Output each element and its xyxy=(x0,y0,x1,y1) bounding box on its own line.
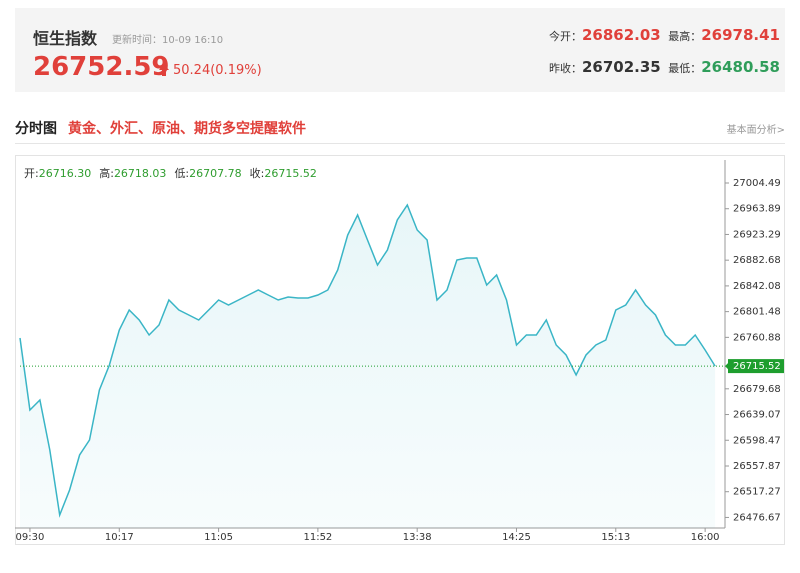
info-label: 开: xyxy=(24,167,39,180)
x-tick-label: 13:38 xyxy=(403,532,432,543)
y-tick-label: 26598.47 xyxy=(733,435,781,446)
analysis-link[interactable]: 基本面分析> xyxy=(726,125,785,136)
info-label: 收: xyxy=(249,167,265,180)
y-tick-label: 26557.87 xyxy=(733,461,781,472)
price: 26752.59 xyxy=(33,52,170,82)
info-value: 26715.52 xyxy=(264,167,317,180)
current-price-box xyxy=(728,359,784,374)
x-tick-label: 15:13 xyxy=(601,532,630,543)
current-price-label: 26715.52 xyxy=(733,361,781,372)
stat-label: 最高： xyxy=(668,30,702,43)
info-value: 26716.30 xyxy=(38,167,92,180)
chart: 27004.49 26963.89 26923.29 26882.68 26842.08… xyxy=(15,155,785,545)
info-label: 高: xyxy=(99,167,114,180)
stat-value: 26862.03 xyxy=(581,26,661,44)
info-label: 低: xyxy=(174,167,190,180)
stat-value: 26702.35 xyxy=(581,58,661,76)
divider xyxy=(15,143,785,144)
update-value: 10-09 16:10 xyxy=(162,35,224,46)
change: 50.24(0.19%) xyxy=(173,63,262,78)
x-tick-label: 09:30 xyxy=(16,532,45,543)
y-tick-label: 26476.67 xyxy=(733,512,781,523)
x-tick-label: 11:05 xyxy=(204,532,233,543)
update-label: 更新时间： xyxy=(112,35,162,46)
x-tick-label: 11:52 xyxy=(303,532,332,543)
promo-link[interactable]: 黄金、外汇、原油、期货多空提醒软件 xyxy=(68,121,306,137)
current-price-pointer xyxy=(725,362,729,371)
y-tick-label: 26639.07 xyxy=(733,410,781,421)
chart-border xyxy=(15,155,785,545)
y-tick-label: 26842.08 xyxy=(733,281,781,292)
update-time: 更新时间：10-09 16:10 xyxy=(112,31,223,46)
up-arrow xyxy=(159,64,169,76)
info-line: 开:26716.30 高:26718.03 低:26707.78 收:26715.52 xyxy=(24,165,325,181)
index-title: 恒生指数 xyxy=(33,29,98,48)
y-tick-label: 26923.29 xyxy=(733,229,781,240)
stat-row-2: 昨收：26702.35 最低：26480.58 xyxy=(549,58,780,76)
stat-label: 最低： xyxy=(668,62,702,75)
price-line xyxy=(19,203,716,518)
section-title: 分时图 xyxy=(15,121,57,137)
header-panel xyxy=(15,8,785,92)
y-tick-label: 26963.89 xyxy=(733,204,781,215)
x-tick-label: 14:25 xyxy=(502,532,531,543)
info-value: 26718.03 xyxy=(113,167,167,180)
x-tick-label: 16:00 xyxy=(691,532,720,543)
x-tick-label: 10:17 xyxy=(105,532,134,543)
info-value: 26707.78 xyxy=(189,167,242,180)
stat-label: 昨收： xyxy=(548,62,582,75)
y-tick-label: 26760.88 xyxy=(733,332,781,343)
y-tick-label: 26801.48 xyxy=(733,307,781,318)
stat-row-1: 今开：26862.03 最高：26978.41 xyxy=(549,26,780,44)
stat-value: 26480.58 xyxy=(701,58,780,76)
stat-label: 今开： xyxy=(548,30,582,43)
y-tick-label: 26882.68 xyxy=(733,255,781,266)
stat-value: 26978.41 xyxy=(701,26,780,44)
y-tick-label: 26679.68 xyxy=(733,384,781,395)
area xyxy=(20,205,716,528)
y-tick-label: 26517.27 xyxy=(733,487,781,498)
y-tick-label: 27004.49 xyxy=(733,178,781,189)
